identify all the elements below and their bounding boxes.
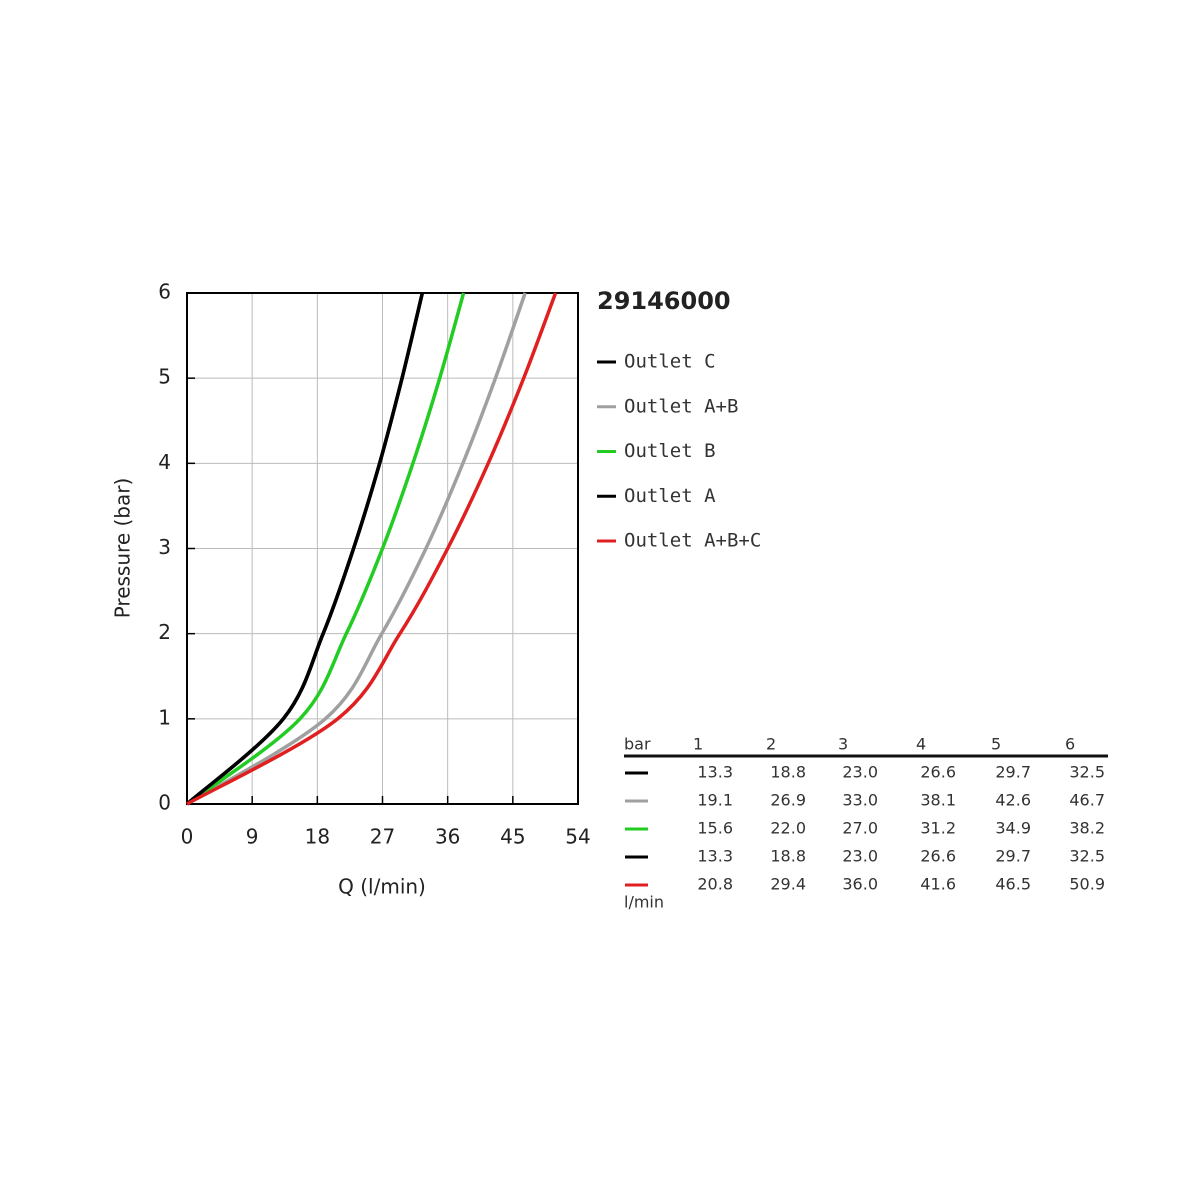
- table-header: 4: [916, 735, 926, 754]
- series-line: [186, 292, 558, 806]
- x-tick-label: 36: [435, 825, 460, 849]
- table-cell: 32.5: [1069, 763, 1105, 782]
- y-tick-label: 2: [158, 620, 171, 644]
- table-cell: 32.5: [1069, 847, 1105, 866]
- y-tick-label: 0: [158, 791, 171, 815]
- series-line: [186, 292, 527, 806]
- table-cell: 18.8: [770, 763, 806, 782]
- y-tick-label: 1: [158, 705, 171, 729]
- table-cell: 29.7: [995, 763, 1031, 782]
- table-cell: 13.3: [697, 763, 733, 782]
- legend-label: Outlet B: [624, 440, 716, 462]
- table-cell: 22.0: [770, 819, 806, 838]
- table-cell: 41.6: [920, 875, 956, 894]
- table-cell: 34.9: [995, 819, 1031, 838]
- table-header: 5: [991, 735, 1001, 754]
- y-tick-label: 5: [158, 365, 171, 389]
- table-header: 3: [838, 735, 848, 754]
- table-cell: 42.6: [995, 791, 1031, 810]
- series-line: [185, 292, 425, 806]
- table-cell: 46.5: [995, 875, 1031, 894]
- x-tick-label: 9: [246, 825, 259, 849]
- table-cell: 29.4: [770, 875, 806, 894]
- table-cell: 18.8: [770, 847, 806, 866]
- legend-label: Outlet A: [624, 485, 716, 507]
- table-header: 6: [1065, 735, 1075, 754]
- x-tick-label: 54: [565, 825, 590, 849]
- x-tick-label: 0: [181, 825, 194, 849]
- legend-label: Outlet A+B+C: [624, 530, 761, 552]
- legend-label: Outlet C: [624, 351, 716, 373]
- x-tick-label: 45: [500, 825, 525, 849]
- series-line: [185, 292, 466, 806]
- x-tick-label: 27: [370, 825, 395, 849]
- x-axis-label: Q (l/min): [338, 875, 426, 899]
- table-cell: 36.0: [842, 875, 878, 894]
- table-cell: 13.3: [697, 847, 733, 866]
- x-tick-label: 18: [305, 825, 330, 849]
- table-header: 1: [693, 735, 703, 754]
- table-cell: 27.0: [842, 819, 878, 838]
- table-unit: l/min: [624, 893, 664, 912]
- table-cell: 33.0: [842, 791, 878, 810]
- table-cell: 20.8: [697, 875, 733, 894]
- legend-label: Outlet A+B: [624, 395, 738, 417]
- chart-title: 29146000: [597, 287, 731, 315]
- table-header: 2: [766, 735, 776, 754]
- table-cell: 15.6: [697, 819, 733, 838]
- table-cell: 31.2: [920, 819, 956, 838]
- y-tick-label: 4: [158, 450, 171, 474]
- table-cell: 26.9: [770, 791, 806, 810]
- table-cell: 38.2: [1069, 819, 1105, 838]
- table-cell: 19.1: [697, 791, 733, 810]
- table-cell: 26.6: [920, 763, 956, 782]
- table-cell: 23.0: [842, 763, 878, 782]
- table-cell: 50.9: [1069, 875, 1105, 894]
- table-cell: 38.1: [920, 791, 956, 810]
- y-tick-label: 6: [158, 280, 171, 304]
- table-cell: 29.7: [995, 847, 1031, 866]
- y-tick-label: 3: [158, 535, 171, 559]
- table-cell: 23.0: [842, 847, 878, 866]
- table-cell: 26.6: [920, 847, 956, 866]
- table-header: bar: [624, 735, 651, 754]
- plot-frame: [186, 292, 579, 805]
- y-axis-label: Pressure (bar): [111, 478, 135, 619]
- table-cell: 46.7: [1069, 791, 1105, 810]
